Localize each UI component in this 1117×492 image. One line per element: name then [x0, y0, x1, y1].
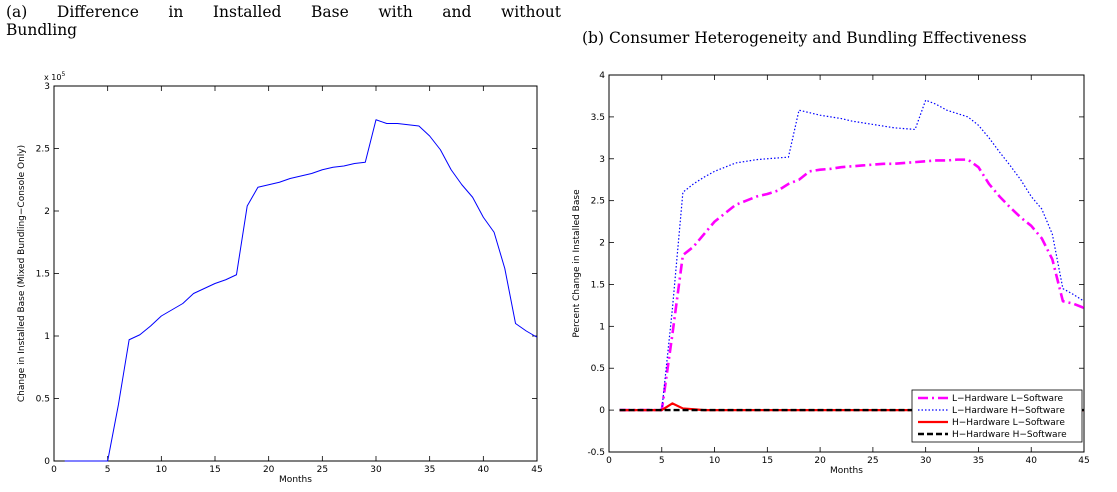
legend-label: H−Hardware L−Software [952, 418, 1065, 428]
x-tick-label: 40 [478, 465, 490, 475]
x-tick-label: 0 [606, 456, 612, 466]
x-tick-label: 5 [105, 465, 111, 475]
y-multiplier: x 105 [44, 71, 65, 82]
y-tick-label: 2.5 [36, 145, 50, 155]
x-tick-label: 5 [659, 456, 665, 466]
legend-label: L−Hardware L−Software [952, 394, 1064, 404]
y-tick-label: 0 [599, 406, 605, 416]
plot-frame [53, 85, 538, 462]
y-tick-label: 0.5 [36, 395, 50, 405]
x-axis-label: Months [830, 466, 863, 476]
caption-a: (a) Difference in Installed Base with an… [6, 3, 561, 39]
legend-label: H−Hardware H−Software [952, 430, 1067, 440]
x-tick-label: 40 [1025, 456, 1037, 466]
y-axis-label: Change in Installed Base (Mixed Bundling… [17, 145, 27, 402]
x-tick-label: 20 [814, 456, 826, 466]
x-tick-label: 20 [263, 465, 275, 475]
x-tick-label: 15 [762, 456, 773, 466]
x-tick-label: 35 [973, 456, 984, 466]
y-tick-label: 2.5 [591, 197, 605, 207]
y-tick-label: -0.5 [587, 448, 605, 458]
x-tick-label: 10 [709, 456, 721, 466]
legend-label: L−Hardware H−Software [952, 406, 1065, 416]
y-tick-label: 0.5 [591, 364, 605, 374]
x-tick-label: 30 [920, 456, 932, 466]
y-multiplier-exponent: 5 [61, 71, 65, 78]
y-tick-label: 1.5 [591, 280, 605, 290]
series-line-1 [64, 119, 538, 462]
plot-frame [608, 74, 1085, 453]
y-axis-label: Percent Change in Installed Base [572, 189, 582, 338]
x-tick-label: 35 [424, 465, 435, 475]
y-tick-label: 0 [44, 457, 50, 467]
y-tick-label: 4 [599, 71, 605, 81]
x-tick-label: 45 [1078, 456, 1089, 466]
y-tick-label: 1 [599, 322, 605, 332]
x-tick-label: 0 [51, 465, 57, 475]
y-tick-label: 1 [44, 332, 50, 342]
x-tick-label: 10 [156, 465, 168, 475]
x-tick-label: 15 [209, 465, 220, 475]
x-tick-label: 25 [317, 465, 328, 475]
x-tick-label: 45 [531, 465, 542, 475]
y-tick-label: 3 [599, 155, 605, 165]
caption-a-line1: (a) Difference in Installed Base with an… [6, 3, 561, 21]
x-axis-label: Months [279, 475, 312, 485]
y-tick-label: 3.5 [591, 113, 605, 123]
caption-a-line2: Bundling [6, 21, 78, 39]
caption-b: (b) Consumer Heterogeneity and Bundling … [582, 29, 1027, 47]
x-tick-label: 25 [867, 456, 878, 466]
y-tick-label: 3 [44, 82, 50, 92]
legend: L−Hardware L−Software L−Hardware H−Softwa… [911, 389, 1083, 443]
y-tick-label: 2 [599, 239, 605, 249]
y-tick-label: 1.5 [36, 270, 50, 280]
x-tick-label: 30 [370, 465, 382, 475]
series-line-2 [619, 99, 1085, 411]
y-tick-label: 2 [44, 207, 50, 217]
